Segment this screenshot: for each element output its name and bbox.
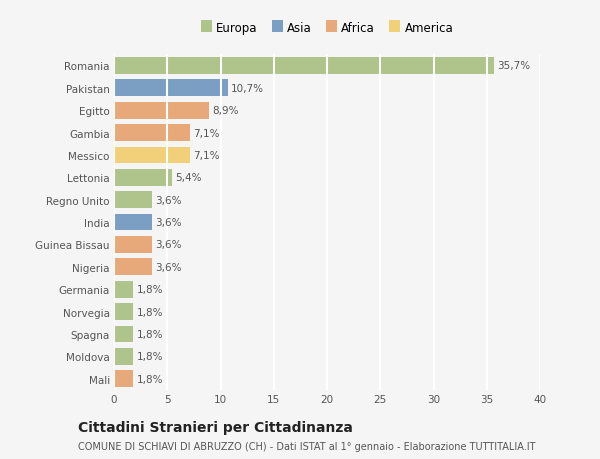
- Bar: [114, 326, 133, 343]
- Bar: [114, 80, 228, 97]
- Text: 35,7%: 35,7%: [497, 61, 530, 71]
- Bar: [114, 102, 209, 119]
- Text: 1,8%: 1,8%: [136, 307, 163, 317]
- Bar: [114, 303, 133, 320]
- Bar: [114, 281, 133, 298]
- Text: 3,6%: 3,6%: [155, 195, 182, 205]
- Text: 5,4%: 5,4%: [175, 173, 201, 183]
- Text: COMUNE DI SCHIAVI DI ABRUZZO (CH) - Dati ISTAT al 1° gennaio - Elaborazione TUTT: COMUNE DI SCHIAVI DI ABRUZZO (CH) - Dati…: [78, 441, 536, 451]
- Text: 3,6%: 3,6%: [155, 218, 182, 228]
- Bar: [114, 58, 494, 75]
- Text: 3,6%: 3,6%: [155, 262, 182, 272]
- Text: 1,8%: 1,8%: [136, 374, 163, 384]
- Text: Cittadini Stranieri per Cittadinanza: Cittadini Stranieri per Cittadinanza: [78, 420, 353, 434]
- Bar: [114, 214, 152, 231]
- Text: 1,8%: 1,8%: [136, 329, 163, 339]
- Text: 1,8%: 1,8%: [136, 352, 163, 362]
- Bar: [114, 125, 190, 142]
- Text: 8,9%: 8,9%: [212, 106, 238, 116]
- Legend: Europa, Asia, Africa, America: Europa, Asia, Africa, America: [196, 17, 458, 40]
- Bar: [114, 147, 190, 164]
- Text: 1,8%: 1,8%: [136, 285, 163, 295]
- Bar: [114, 370, 133, 387]
- Text: 7,1%: 7,1%: [193, 128, 220, 138]
- Bar: [114, 192, 152, 209]
- Text: 10,7%: 10,7%: [231, 84, 264, 94]
- Text: 7,1%: 7,1%: [193, 151, 220, 161]
- Bar: [114, 348, 133, 365]
- Bar: [114, 236, 152, 253]
- Bar: [114, 259, 152, 276]
- Text: 3,6%: 3,6%: [155, 240, 182, 250]
- Bar: [114, 169, 172, 186]
